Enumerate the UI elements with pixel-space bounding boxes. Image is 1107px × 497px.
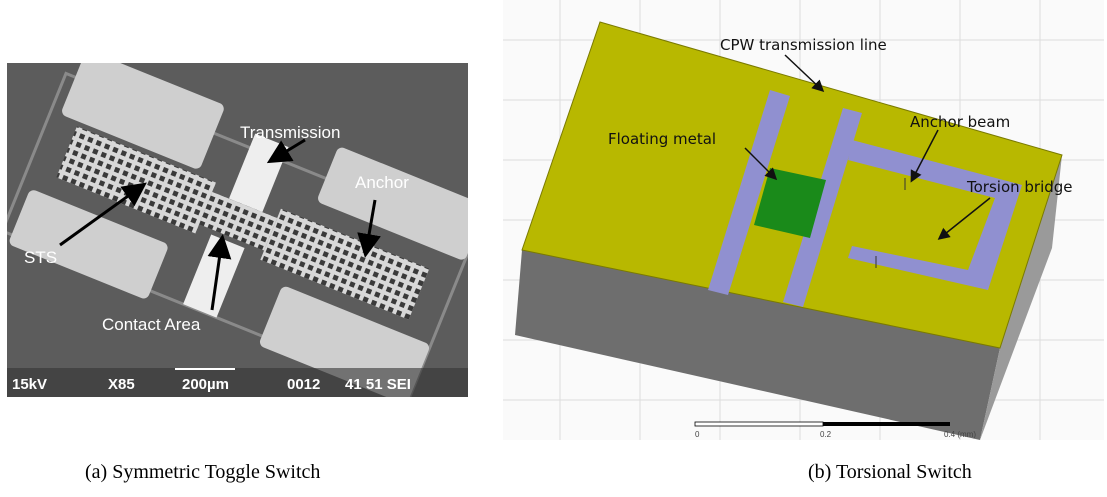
label: Anchor [355,173,409,192]
info: 200µm [182,376,229,393]
info: 15kV [12,376,47,393]
info: 41 51 SEI [345,376,411,393]
scale-label: 0.4 (mm) [944,430,976,439]
label: Transmission [240,123,340,142]
info: X85 [108,376,135,393]
label: Torsion bridge [966,178,1073,196]
scale-bar [823,422,950,426]
label: Anchor beam [910,113,1010,131]
caption: (a) Symmetric Toggle Switch [85,461,320,483]
sem-image [0,41,487,405]
caption: (b) Torsional Switch [808,461,972,483]
label: Floating metal [608,130,716,148]
figure: Transmission Anchor STS Contact Area 15k… [0,0,1107,497]
info: 0012 [287,376,320,393]
scale-label: 0 [695,430,700,439]
scale-label: 0.2 [820,430,832,439]
label: STS [24,248,57,267]
model-image [503,0,1104,440]
scale-bar [695,422,823,426]
label: CPW transmission line [720,36,887,54]
label: Contact Area [102,315,201,334]
